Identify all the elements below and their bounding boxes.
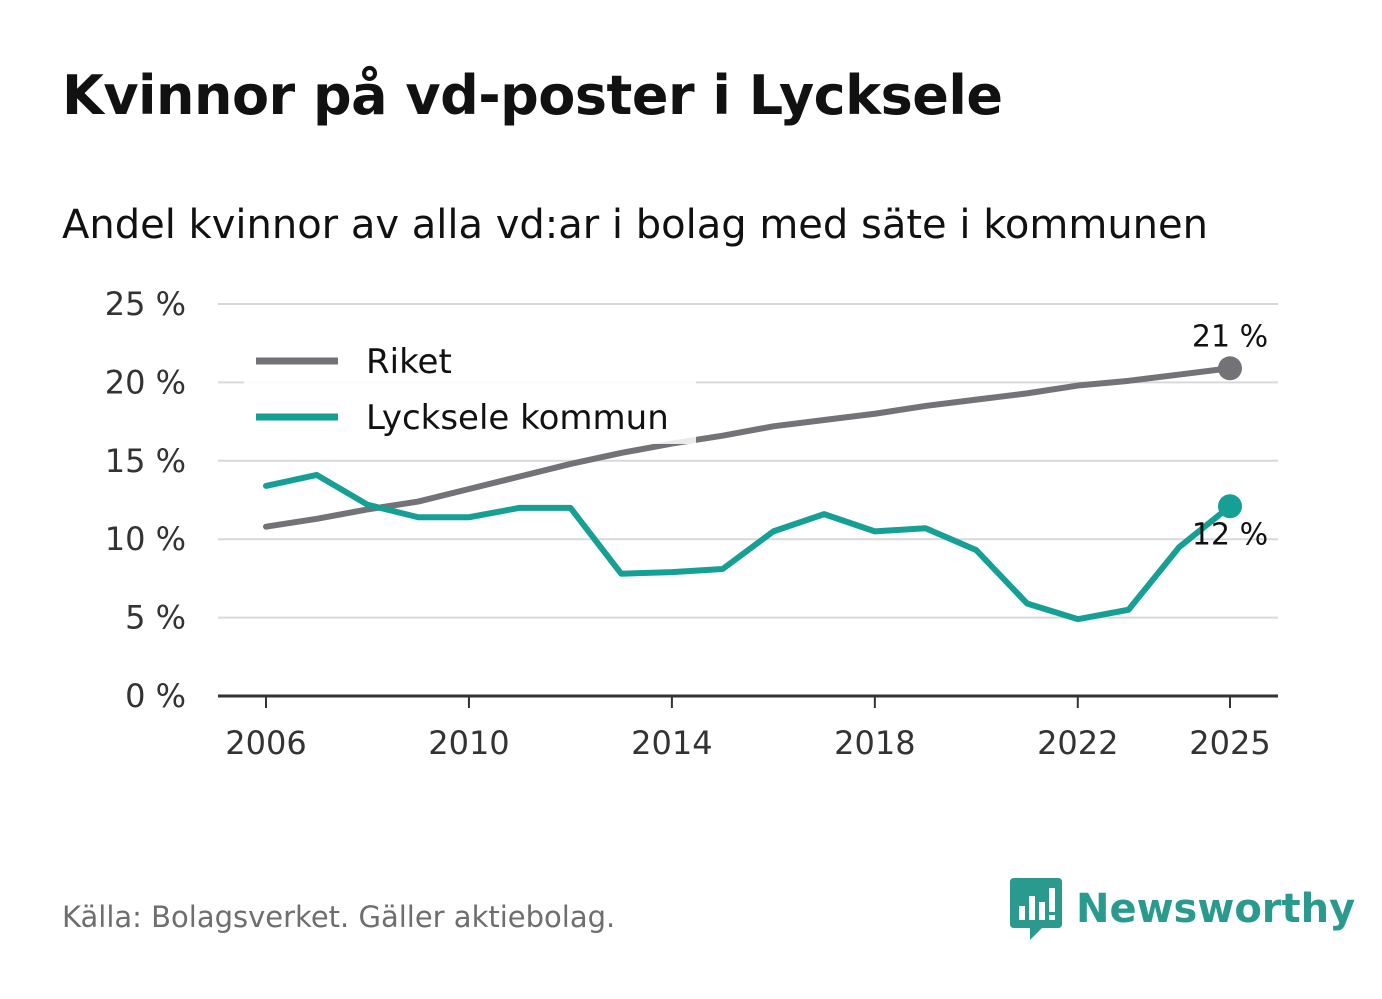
newsworthy-logo-icon bbox=[1010, 878, 1062, 940]
source-note: Källa: Bolagsverket. Gäller aktiebolag. bbox=[62, 900, 616, 934]
legend-label-riket: Riket bbox=[366, 342, 452, 382]
x-tick-label: 2025 bbox=[1189, 724, 1270, 762]
legend-background bbox=[244, 326, 696, 444]
y-axis: 0 % 5 % 10 % 15 % 20 % 25 % bbox=[105, 285, 186, 715]
y-tick-label: 5 % bbox=[125, 599, 186, 637]
series-endpoints: 21 % 12 % bbox=[1192, 319, 1268, 552]
y-tick-label: 10 % bbox=[105, 520, 186, 558]
y-tick-label: 0 % bbox=[125, 677, 186, 715]
chart-title: Kvinnor på vd-poster i Lycksele bbox=[62, 64, 1003, 127]
legend-label-lycksele: Lycksele kommun bbox=[366, 398, 669, 438]
chart-subtitle: Andel kvinnor av alla vd:ar i bolag med … bbox=[62, 202, 1208, 248]
x-tick-label: 2006 bbox=[225, 724, 306, 762]
series-endpoint-1 bbox=[1218, 494, 1242, 519]
newsworthy-logo[interactable]: Newsworthy bbox=[1010, 878, 1355, 940]
series-endpoint-0 bbox=[1218, 356, 1242, 381]
x-tick-label: 2010 bbox=[428, 724, 509, 762]
end-value-label-1: 12 % bbox=[1192, 517, 1268, 552]
y-tick-label: 15 % bbox=[105, 442, 186, 480]
series-line-1 bbox=[263, 471, 1233, 623]
end-value-label-0: 21 % bbox=[1192, 319, 1268, 354]
brand-name: Newsworthy bbox=[1076, 886, 1356, 932]
series-line-0 bbox=[263, 365, 1233, 530]
series-lines bbox=[263, 365, 1233, 623]
x-axis: 2006 2010 2014 2018 2022 2025 bbox=[218, 694, 1278, 762]
y-tick-label: 25 % bbox=[105, 285, 186, 323]
legend: Riket Lycksele kommun bbox=[244, 326, 696, 444]
y-tick-label: 20 % bbox=[105, 363, 186, 401]
x-tick-label: 2014 bbox=[631, 724, 712, 762]
x-tick-label: 2022 bbox=[1037, 724, 1118, 762]
x-tick-label: 2018 bbox=[834, 724, 915, 762]
